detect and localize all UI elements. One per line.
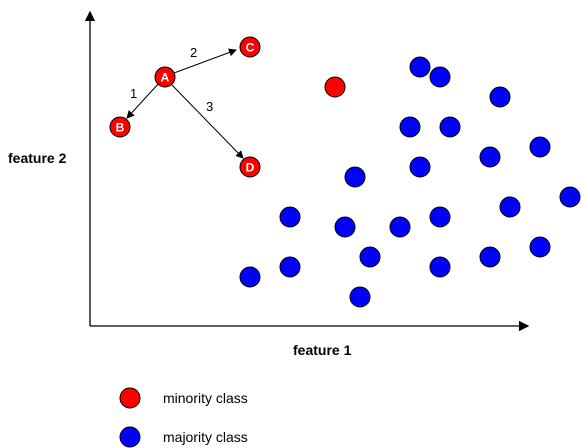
edge-a-d [170, 83, 244, 159]
edge-label-2: 2 [190, 45, 197, 60]
edge-label-3: 3 [206, 99, 213, 114]
edge-a-b [126, 82, 160, 119]
minority-point-unlabeled [324, 76, 346, 98]
minority-point-b [109, 116, 131, 138]
legend-majority-label: majority class [163, 429, 248, 445]
legend-majority-swatch [119, 426, 141, 448]
majority-point [479, 246, 501, 268]
majority-point [399, 116, 421, 138]
y-axis-label: feature 2 [8, 150, 67, 166]
minority-point-d [239, 156, 261, 178]
majority-point [349, 286, 371, 308]
majority-point [409, 56, 431, 78]
legend: minority class majority class [119, 387, 248, 448]
majority-point [429, 66, 451, 88]
majority-point [439, 116, 461, 138]
node-label-d: D [246, 161, 255, 175]
majority-point [529, 136, 551, 158]
legend-minority-label: minority class [163, 390, 248, 406]
majority-points [239, 56, 581, 308]
legend-minority-swatch [119, 387, 141, 409]
majority-point [429, 256, 451, 278]
majority-point [529, 236, 551, 258]
majority-point [239, 266, 261, 288]
edge-label-1: 1 [130, 86, 137, 101]
majority-point [409, 156, 431, 178]
majority-point [279, 206, 301, 228]
majority-point [559, 186, 581, 208]
node-label-b: B [116, 121, 125, 135]
majority-point [344, 166, 366, 188]
majority-point [499, 196, 521, 218]
majority-point [359, 246, 381, 268]
x-axis-label: feature 1 [293, 342, 352, 358]
minority-points: A B C D [109, 36, 346, 178]
majority-point [279, 256, 301, 278]
majority-point [429, 206, 451, 228]
majority-point [489, 86, 511, 108]
majority-point [334, 216, 356, 238]
neighbor-edges: 1 2 3 [126, 45, 244, 159]
minority-point-a [154, 66, 176, 88]
minority-point-c [239, 36, 261, 58]
node-label-a: A [161, 71, 170, 85]
majority-point [479, 146, 501, 168]
node-label-c: C [246, 41, 255, 55]
majority-point [389, 216, 411, 238]
edge-a-c [173, 48, 237, 74]
